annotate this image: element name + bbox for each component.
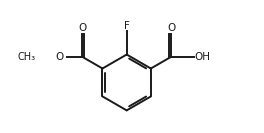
Text: F: F [124, 21, 130, 31]
Text: O: O [78, 23, 87, 33]
Text: O: O [167, 23, 175, 33]
Text: CH₃: CH₃ [17, 52, 35, 62]
Text: OH: OH [195, 52, 211, 62]
Text: O: O [55, 52, 63, 62]
